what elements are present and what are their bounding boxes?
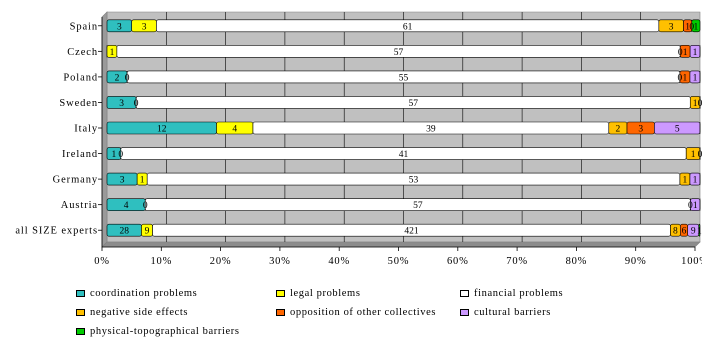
data-label: 55	[399, 73, 409, 83]
data-label: 3	[117, 22, 122, 32]
x-tick-label: 10%	[150, 256, 172, 267]
stacked-bar-chart: 0% 10% 20% 30% 40% 50% 60% 70% 80% 90% 100% Spain 3 3…	[15, 11, 702, 267]
legend-swatch	[76, 308, 85, 316]
data-label: 4	[124, 201, 129, 211]
legend-item: opposition of other collectives	[276, 305, 436, 319]
data-label: 1	[112, 150, 117, 160]
legend-label: opposition of other collectives	[290, 306, 437, 318]
x-tick-label: 100%	[681, 256, 702, 267]
x-tick-label: 60%	[447, 256, 469, 267]
legend-label: coordination problems	[90, 287, 198, 299]
category-label: all SIZE experts	[15, 226, 98, 237]
category-label: Italy	[74, 124, 98, 135]
data-label: 0	[689, 22, 694, 32]
data-label: 1	[685, 22, 690, 32]
data-label: 1	[683, 48, 688, 58]
data-label: 57	[408, 99, 418, 109]
data-label: 1	[693, 99, 698, 109]
plot-floor	[101, 241, 701, 248]
legend-swatch	[460, 289, 469, 297]
data-label: 1	[140, 176, 145, 186]
category-label: Poland	[63, 72, 98, 83]
data-label: 61	[403, 22, 413, 32]
data-label: 0	[678, 73, 683, 83]
data-label: 3	[120, 176, 125, 186]
legend-swatch	[76, 327, 85, 335]
data-label: 6	[682, 227, 687, 237]
legend-item: financial problems	[460, 286, 563, 300]
legend-item: cultural barriers	[460, 305, 551, 319]
data-label: 4	[232, 125, 237, 135]
data-label: 0	[134, 99, 139, 109]
category-label: Czech	[67, 47, 98, 58]
data-label: 1	[110, 48, 115, 58]
data-label: 0	[143, 201, 148, 211]
x-tick-label: 40%	[328, 256, 350, 267]
data-label: 5	[675, 125, 680, 135]
data-label: 421	[404, 227, 419, 237]
category-label: Ireland	[62, 149, 98, 160]
data-label: 3	[142, 22, 147, 32]
category-label: Spain	[70, 21, 98, 32]
category-label: Germany	[53, 175, 98, 186]
data-label: 39	[426, 125, 436, 135]
data-label: 1	[683, 176, 688, 186]
data-label: 3	[638, 125, 643, 135]
bar-segment	[698, 223, 701, 237]
x-tick-label: 70%	[506, 256, 528, 267]
legend: coordination problems legal problems finan…	[76, 286, 636, 340]
category-label: Sweden	[59, 98, 98, 109]
data-label: 28	[119, 227, 129, 237]
legend-swatch	[76, 289, 85, 297]
data-label: 1	[694, 22, 699, 32]
legend-label: physical-topographical barriers	[90, 325, 240, 337]
x-tick-label: 80%	[566, 256, 588, 267]
legend-item: physical-topographical barriers	[76, 324, 240, 338]
data-label: 57	[394, 48, 404, 58]
data-label: 8	[673, 227, 678, 237]
data-label: 0	[688, 201, 693, 211]
legend-item: coordination problems	[76, 286, 197, 300]
bar-segment	[691, 19, 701, 33]
data-label: 0	[678, 48, 683, 58]
legend-label: negative side effects	[90, 306, 189, 318]
legend-item: negative side effects	[76, 305, 188, 319]
data-label: 1	[697, 227, 702, 237]
legend-label: financial problems	[474, 287, 564, 299]
data-label: 53	[409, 176, 419, 186]
data-label: 1	[683, 73, 688, 83]
data-label: 0	[698, 150, 702, 160]
data-label: 0	[698, 99, 702, 109]
data-label: 41	[399, 150, 409, 160]
data-label: 1	[693, 176, 698, 186]
legend-label: legal problems	[290, 287, 361, 299]
data-label: 12	[157, 125, 167, 135]
data-label: 3	[119, 99, 124, 109]
legend-swatch	[276, 308, 285, 316]
data-label: 2	[115, 73, 120, 83]
data-label: 9	[691, 227, 696, 237]
plot-side-wall	[101, 11, 108, 248]
x-tick-label: 20%	[210, 256, 232, 267]
x-tick-label: 50%	[388, 256, 410, 267]
data-label: 9	[145, 227, 150, 237]
data-label: 1	[693, 201, 698, 211]
category-label: Austria	[61, 200, 98, 211]
x-tick-label: 90%	[625, 256, 647, 267]
data-label: 1	[693, 48, 698, 58]
data-label: 0	[118, 150, 123, 160]
data-label: 0	[125, 73, 130, 83]
legend-swatch	[460, 308, 469, 316]
data-label: 1	[691, 150, 696, 160]
legend-swatch	[276, 289, 285, 297]
data-label: 3	[669, 22, 674, 32]
legend-item: legal problems	[276, 286, 361, 300]
data-label: 57	[413, 201, 423, 211]
data-label: 2	[616, 125, 621, 135]
data-label: 1	[693, 73, 698, 83]
x-tick-label: 0%	[94, 256, 110, 267]
legend-label: cultural barriers	[474, 306, 551, 318]
x-tick-label: 30%	[269, 256, 291, 267]
